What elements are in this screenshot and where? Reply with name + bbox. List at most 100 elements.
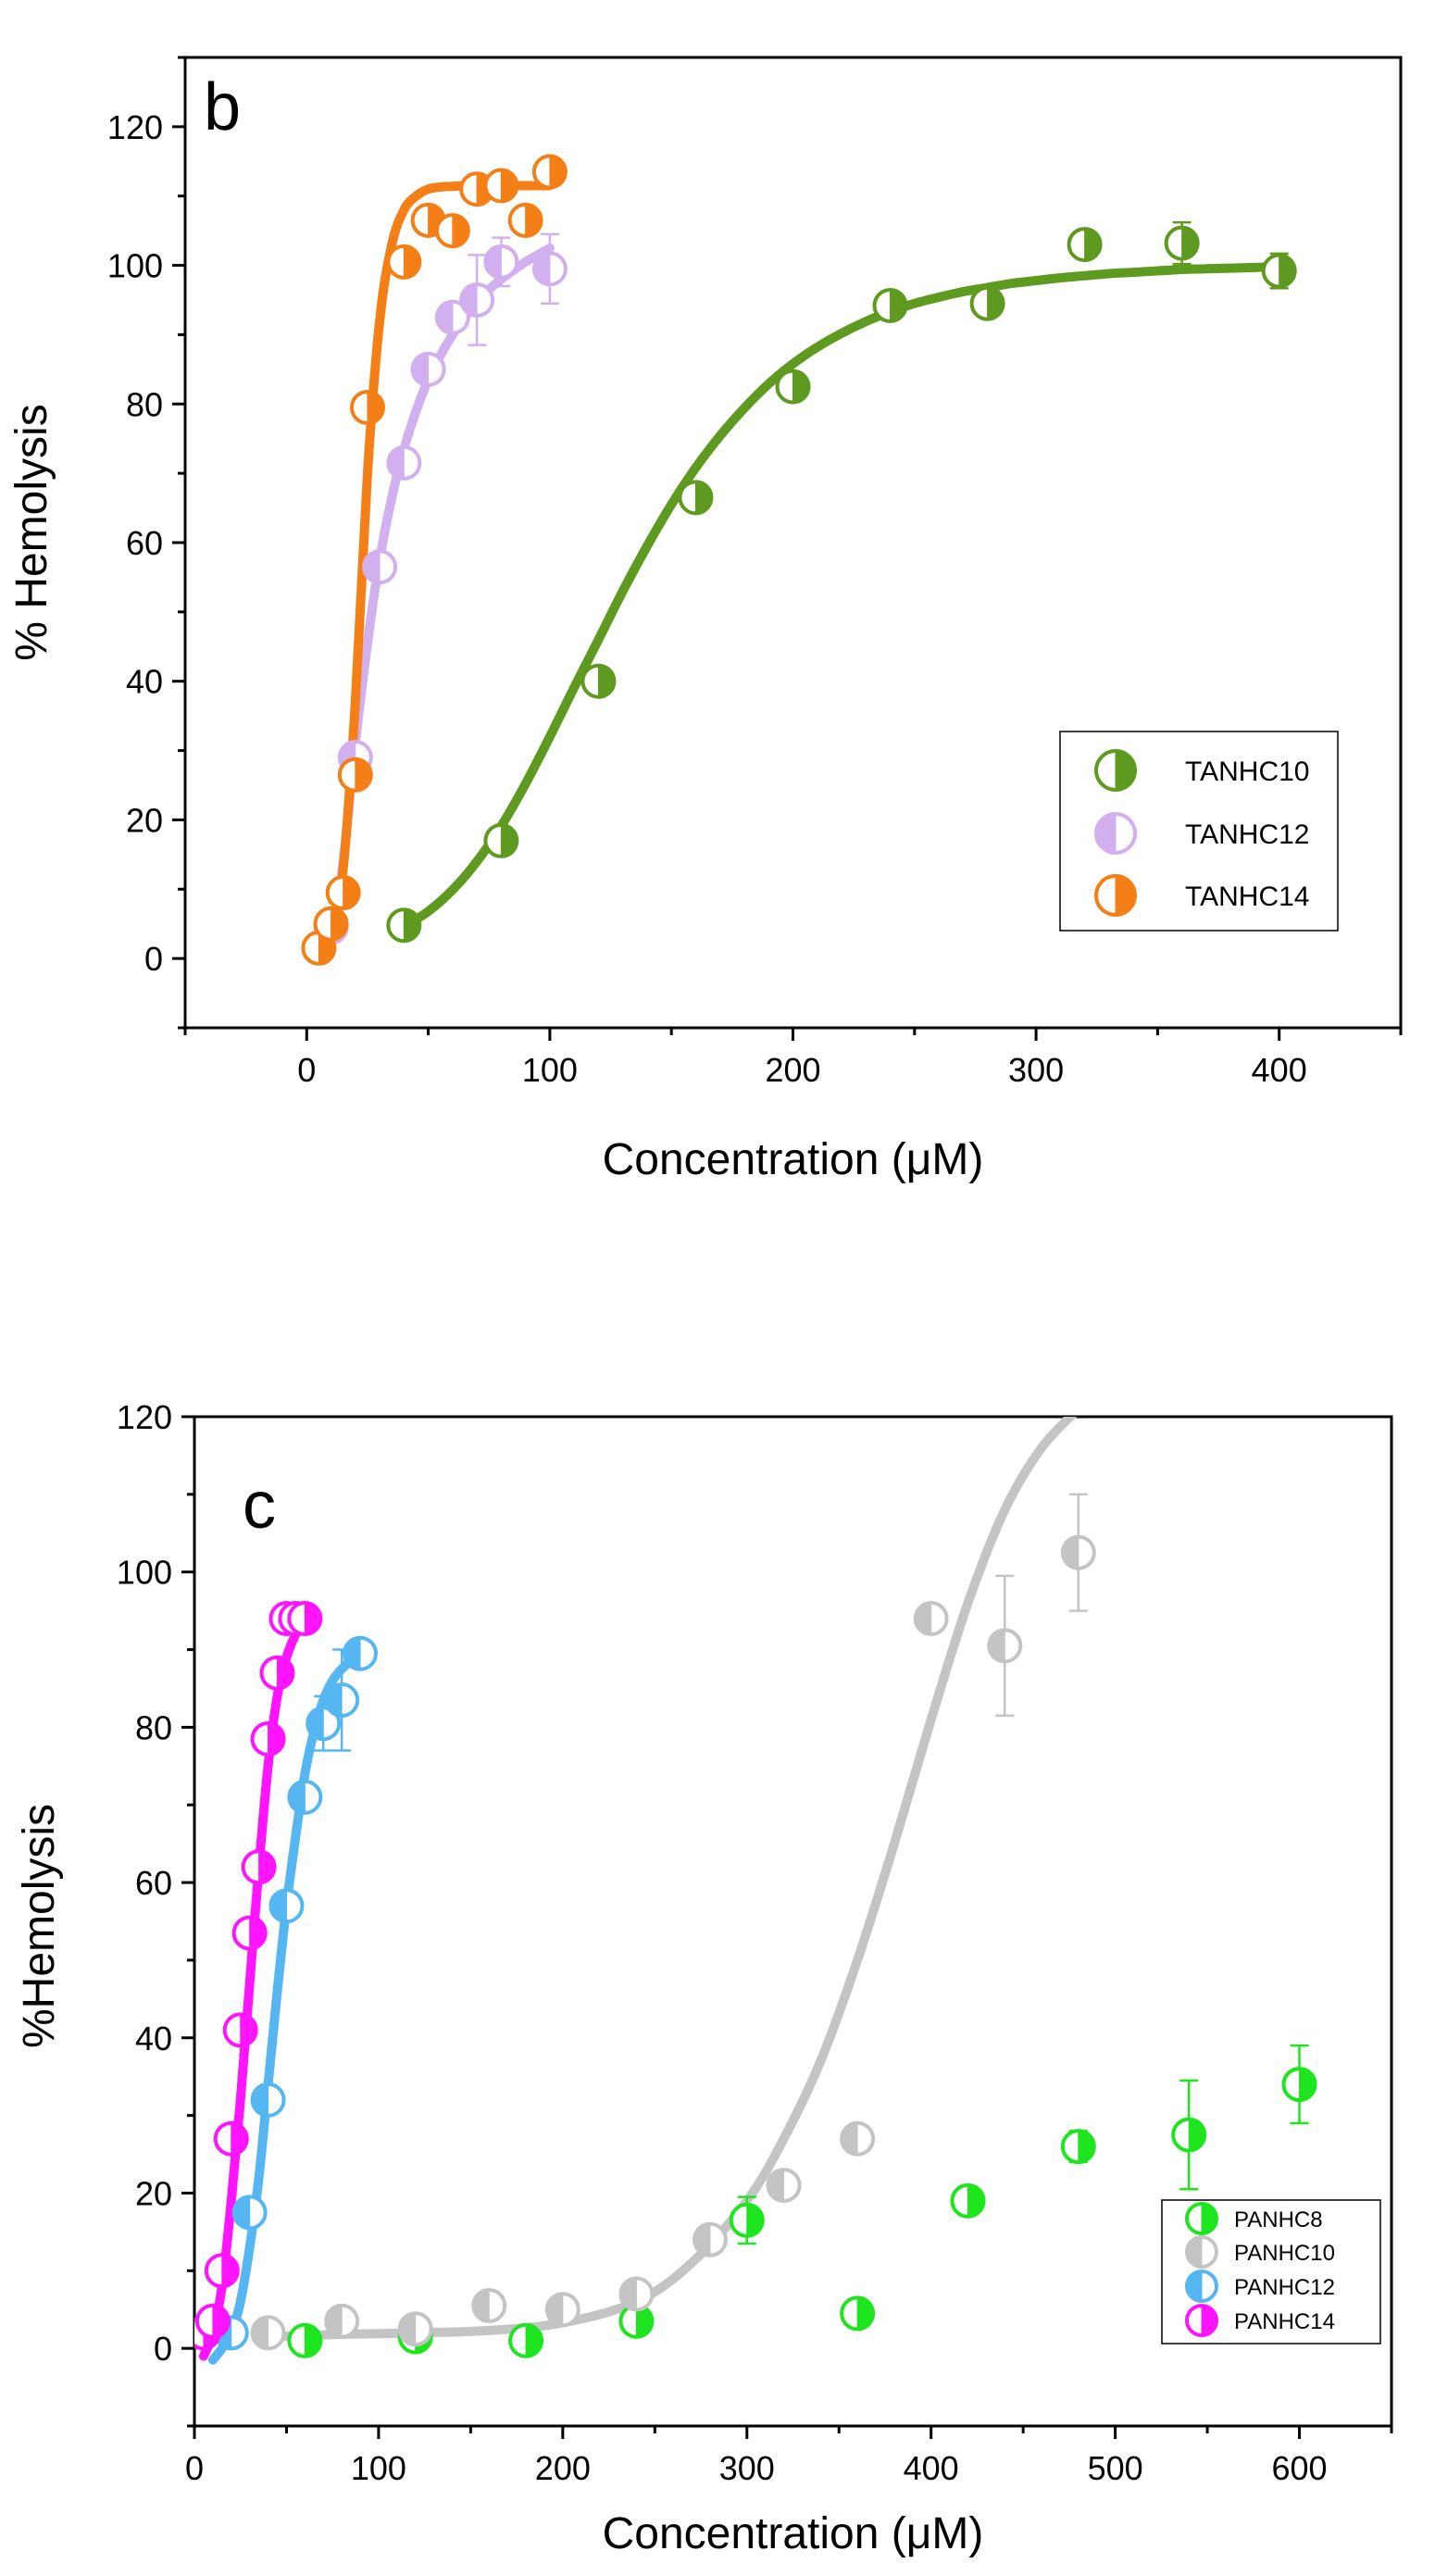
data-point-tanhc14 xyxy=(531,154,568,190)
y-axis-title: % Hemolysis xyxy=(7,404,56,660)
panel-label: c xyxy=(243,1469,276,1543)
data-point-panhc14 xyxy=(287,1601,323,1636)
y-tick-label: 40 xyxy=(135,2020,172,2057)
data-point-tanhc10 xyxy=(580,663,617,699)
fit-line-panhc12 xyxy=(207,1652,366,2365)
data-point-panhc10 xyxy=(766,2168,802,2204)
y-tick-label: 100 xyxy=(117,1554,172,1592)
data-point-panhc8 xyxy=(840,2295,876,2332)
data-point-panhc12 xyxy=(268,1888,305,1924)
data-point-panhc12 xyxy=(250,2082,286,2118)
data-point-tanhc10 xyxy=(775,369,811,405)
y-tick-label: 60 xyxy=(135,1864,172,1902)
data-point-tanhc10 xyxy=(1067,227,1103,263)
data-point-tanhc10 xyxy=(1261,253,1297,289)
y-tick-label: 120 xyxy=(107,108,163,146)
x-tick-label: 400 xyxy=(1252,1051,1307,1089)
data-point-panhc8 xyxy=(1171,2117,1207,2153)
plot-frame xyxy=(193,1415,1393,2428)
data-point-panhc14 xyxy=(222,2012,258,2048)
data-point-tanhc14 xyxy=(325,875,361,911)
legend-label-panhc10: PANHC10 xyxy=(1234,2241,1335,2266)
legend-marker-panhc8 xyxy=(1185,2202,1218,2235)
x-axis-title: Concentration (μM) xyxy=(603,1135,984,1184)
data-point-panhc10 xyxy=(324,2303,360,2339)
legend-label-tanhc14: TANHC14 xyxy=(1185,882,1309,912)
data-point-tanhc12 xyxy=(531,251,568,287)
chart-panel-b: 0 100 200 300 400 0 20 40 60 80 100 120 Concentratio… xyxy=(7,56,1403,1184)
y-tick-label: 0 xyxy=(154,2330,172,2368)
legend: PANHC8 PANHC10 PANHC12 PANHC14 xyxy=(1161,2199,1381,2345)
data-point-tanhc10 xyxy=(1164,225,1200,261)
x-tick-label: 0 xyxy=(297,1051,316,1089)
data-point-panhc14 xyxy=(213,2120,249,2157)
y-tick-label: 80 xyxy=(126,385,163,423)
x-tick-label: 400 xyxy=(904,2449,959,2487)
y-tick-label: 20 xyxy=(126,801,163,839)
data-point-panhc10 xyxy=(397,2311,433,2347)
x-tick-label: 600 xyxy=(1271,2449,1327,2487)
fit-line-panhc10 xyxy=(263,1417,1078,2342)
data-point-panhc14 xyxy=(231,1915,268,1951)
x-tick-label: 200 xyxy=(535,2449,591,2487)
y-tick-label: 60 xyxy=(126,524,163,562)
y-tick-label: 40 xyxy=(126,663,163,701)
x-axis-title: Concentration (μM) xyxy=(603,2509,984,2558)
plot-area xyxy=(301,154,1297,966)
x-tick-label: 200 xyxy=(765,1051,820,1089)
plot-area xyxy=(194,1417,1317,2365)
legend-marker-tanhc10 xyxy=(1094,749,1137,792)
legend-marker-panhc10 xyxy=(1185,2235,1218,2269)
data-point-tanhc10 xyxy=(872,287,908,323)
fit-line-tanhc10 xyxy=(399,262,1284,932)
data-point-tanhc12 xyxy=(483,244,519,280)
data-point-tanhc12 xyxy=(434,299,470,335)
data-point-tanhc10 xyxy=(483,822,519,858)
data-point-panhc14 xyxy=(250,1720,286,1757)
data-point-panhc8 xyxy=(508,2322,544,2358)
data-point-tanhc14 xyxy=(313,906,349,942)
data-point-panhc8 xyxy=(1060,2129,1096,2165)
data-point-panhc10 xyxy=(250,2315,286,2351)
data-point-tanhc10 xyxy=(678,480,714,516)
data-point-panhc14 xyxy=(204,2253,240,2289)
data-point-panhc10 xyxy=(471,2288,507,2324)
legend: TANHC10 TANHC12 TANHC14 xyxy=(1059,731,1339,932)
data-point-tanhc14 xyxy=(386,244,422,280)
data-point-tanhc12 xyxy=(410,351,446,387)
legend-label-tanhc10: TANHC10 xyxy=(1185,757,1309,787)
data-point-panhc14 xyxy=(194,2303,231,2339)
data-point-tanhc14 xyxy=(483,168,519,204)
chart-panel-c: 0 100 200 300 400 500 600 0 20 40 60 80 100 120 Concen… xyxy=(15,1398,1393,2558)
y-tick-label: 100 xyxy=(107,247,163,285)
data-point-panhc12 xyxy=(287,1779,323,1815)
data-point-panhc8 xyxy=(287,2322,323,2358)
data-point-tanhc14 xyxy=(349,390,385,426)
data-point-tanhc14 xyxy=(434,213,470,249)
data-point-panhc10 xyxy=(987,1628,1023,1664)
legend-label-panhc12: PANHC12 xyxy=(1234,2275,1335,2300)
data-point-tanhc12 xyxy=(362,549,398,585)
data-point-panhc10 xyxy=(692,2221,728,2257)
legend-label-panhc8: PANHC8 xyxy=(1234,2207,1323,2232)
data-point-panhc12 xyxy=(306,1706,342,1742)
data-point-panhc10 xyxy=(913,1601,949,1636)
data-point-panhc10 xyxy=(1060,1534,1096,1570)
data-point-tanhc10 xyxy=(969,285,1005,321)
data-point-tanhc12 xyxy=(459,282,495,318)
y-tick-label: 0 xyxy=(144,940,163,978)
data-point-tanhc14 xyxy=(507,202,543,238)
y-tick-label: 20 xyxy=(135,2174,172,2212)
y-axis-title: %Hemolysis xyxy=(15,1804,64,2048)
panel-label: b xyxy=(204,70,241,144)
y-tick-label: 120 xyxy=(117,1398,172,1436)
legend-marker-tanhc12 xyxy=(1094,812,1137,855)
y-tick-label: 80 xyxy=(135,1708,172,1746)
x-tick-label: 100 xyxy=(351,2449,406,2487)
data-point-panhc14 xyxy=(259,1655,295,1691)
data-point-tanhc12 xyxy=(386,444,422,481)
data-point-panhc10 xyxy=(840,2120,876,2157)
data-point-panhc8 xyxy=(950,2182,986,2219)
data-point-tanhc10 xyxy=(386,907,422,944)
